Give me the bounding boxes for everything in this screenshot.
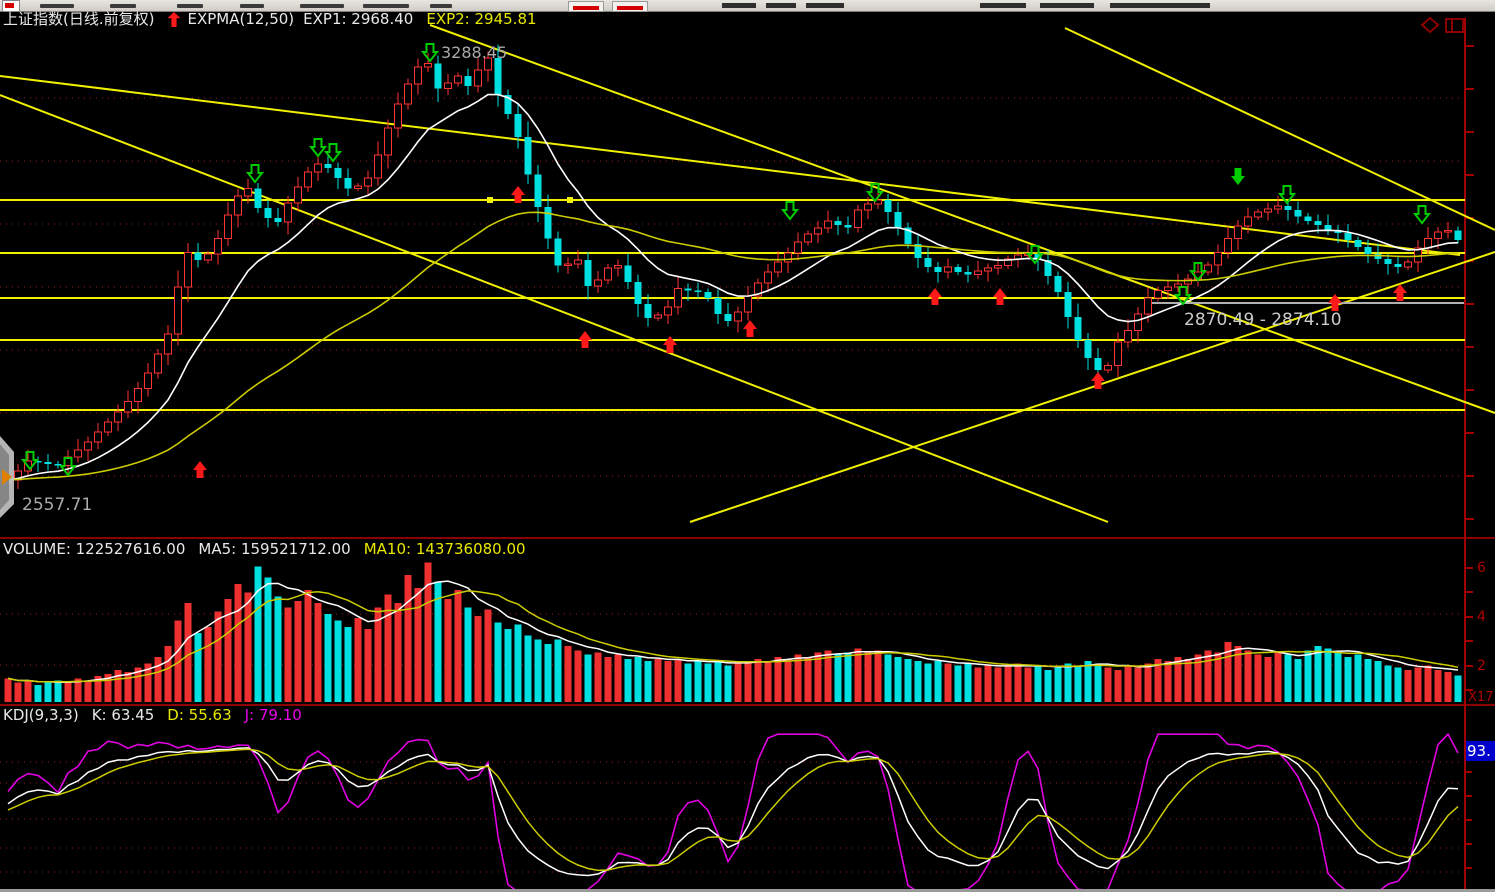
sell-signal-arrow-icon xyxy=(323,143,343,163)
buy-signal-arrow-icon xyxy=(663,336,677,353)
menu-item[interactable] xyxy=(110,4,136,8)
main-chart-header: 上证指数(日线.前复权) EXPMA(12,50) EXP1: 2968.40 EXP… xyxy=(3,11,537,28)
indicator-name: EXPMA(12,50) xyxy=(187,10,295,28)
kdj-k-value: K: 63.45 xyxy=(91,706,155,724)
toolbar-glyphs[interactable] xyxy=(980,3,1026,8)
sell-signal-arrow-icon xyxy=(1412,205,1432,225)
line-anchor-handle[interactable] xyxy=(487,197,493,203)
trend-line[interactable] xyxy=(0,94,1109,523)
buy-signal-arrow-icon xyxy=(928,288,942,305)
exp1-value: EXP1: 2968.40 xyxy=(303,10,414,28)
toolbar-glyphs[interactable] xyxy=(1040,3,1094,8)
buy-signal-arrow-icon xyxy=(511,186,525,203)
trend-line[interactable] xyxy=(1064,27,1495,231)
sell-signal-arrow-icon xyxy=(1188,262,1208,282)
menu-item[interactable] xyxy=(363,4,409,8)
menu-item-highlighted[interactable] xyxy=(568,1,604,12)
flap-arrow-icon xyxy=(2,469,12,485)
symbol-title: 上证指数(日线.前复权) xyxy=(3,10,155,28)
sell-signal-arrow-icon xyxy=(1025,245,1045,265)
low_label: 2557.71 xyxy=(22,495,92,515)
sell-signal-arrow-icon xyxy=(1231,168,1245,185)
menu-item-highlighted[interactable] xyxy=(612,1,648,12)
edge-panel-handle[interactable] xyxy=(0,436,14,518)
sell-signal-arrow-icon xyxy=(245,164,265,184)
trend-line[interactable] xyxy=(429,24,1495,414)
split-window-icon xyxy=(1445,18,1464,33)
kdj-label: KDJ(9,3,3) xyxy=(3,706,79,724)
buy-signal-arrow-icon xyxy=(193,461,207,478)
buy-signal-arrow-icon xyxy=(993,288,1007,305)
diamond-icon xyxy=(1420,16,1440,34)
sell-signal-arrow-icon xyxy=(20,451,40,471)
svg-text:2: 2 xyxy=(1477,658,1486,674)
sell-signal-arrow-icon xyxy=(58,457,78,477)
bottom-border xyxy=(0,889,1495,892)
trend-line[interactable] xyxy=(689,251,1495,523)
sell-signal-arrow-icon xyxy=(780,201,800,221)
range_label: 2870.49 - 2874.10 xyxy=(1184,310,1342,330)
menu-item[interactable] xyxy=(240,4,264,8)
exp2-value: EXP2: 2945.81 xyxy=(426,10,537,28)
volume-panel-header: VOLUME: 122527616.00 MA5: 159521712.00 MA1… xyxy=(3,541,526,558)
sell-signal-arrow-icon xyxy=(308,138,328,158)
volume-value: VOLUME: 122527616.00 xyxy=(3,540,186,558)
svg-text:93.: 93. xyxy=(1467,742,1491,760)
toolbar-glyphs[interactable] xyxy=(722,3,756,8)
sell-signal-arrow-icon xyxy=(420,43,440,63)
line-anchor-handle[interactable] xyxy=(567,197,573,203)
kdj-panel-header: KDJ(9,3,3) K: 63.45 D: 55.63 J: 79.10 xyxy=(3,707,302,724)
svg-text:4: 4 xyxy=(1477,609,1486,625)
kdj-d-value: D: 55.63 xyxy=(167,706,232,724)
chart-corner-icons[interactable] xyxy=(1420,16,1464,34)
trend-line[interactable] xyxy=(0,75,1461,256)
app-icon xyxy=(2,0,20,12)
buy-signal-arrow-icon xyxy=(578,331,592,348)
toolbar-glyphs[interactable] xyxy=(1110,3,1210,8)
buy-signal-arrow-icon xyxy=(1393,284,1407,301)
sell-signal-arrow-icon xyxy=(1277,185,1297,205)
sell-signal-arrow-icon xyxy=(1173,286,1193,306)
volume-ma5: MA5: 159521712.00 xyxy=(198,540,351,558)
high_label: 3288.45 xyxy=(441,43,507,62)
toolbar-glyphs[interactable] xyxy=(766,3,796,8)
buy-signal-arrow-icon xyxy=(1091,372,1105,389)
price-axis[interactable]: 6 4 2 X17 xyxy=(1464,18,1493,889)
expma-up-arrow-icon xyxy=(167,12,181,27)
svg-text:X17: X17 xyxy=(1468,690,1493,705)
kdj-j-value: J: 79.10 xyxy=(244,706,302,724)
menubar[interactable] xyxy=(0,0,1495,12)
buy-signal-arrow-icon xyxy=(743,320,757,337)
menu-item[interactable] xyxy=(177,4,203,8)
volume-ma10: MA10: 143736080.00 xyxy=(363,540,526,558)
buy-signal-arrow-icon xyxy=(1328,294,1342,311)
svg-text:6: 6 xyxy=(1477,560,1486,576)
menu-item[interactable] xyxy=(40,4,74,8)
toolbar-glyphs[interactable] xyxy=(806,3,844,8)
menu-item[interactable] xyxy=(300,4,344,8)
menu-item[interactable] xyxy=(430,4,452,8)
sell-signal-arrow-icon xyxy=(865,183,885,203)
